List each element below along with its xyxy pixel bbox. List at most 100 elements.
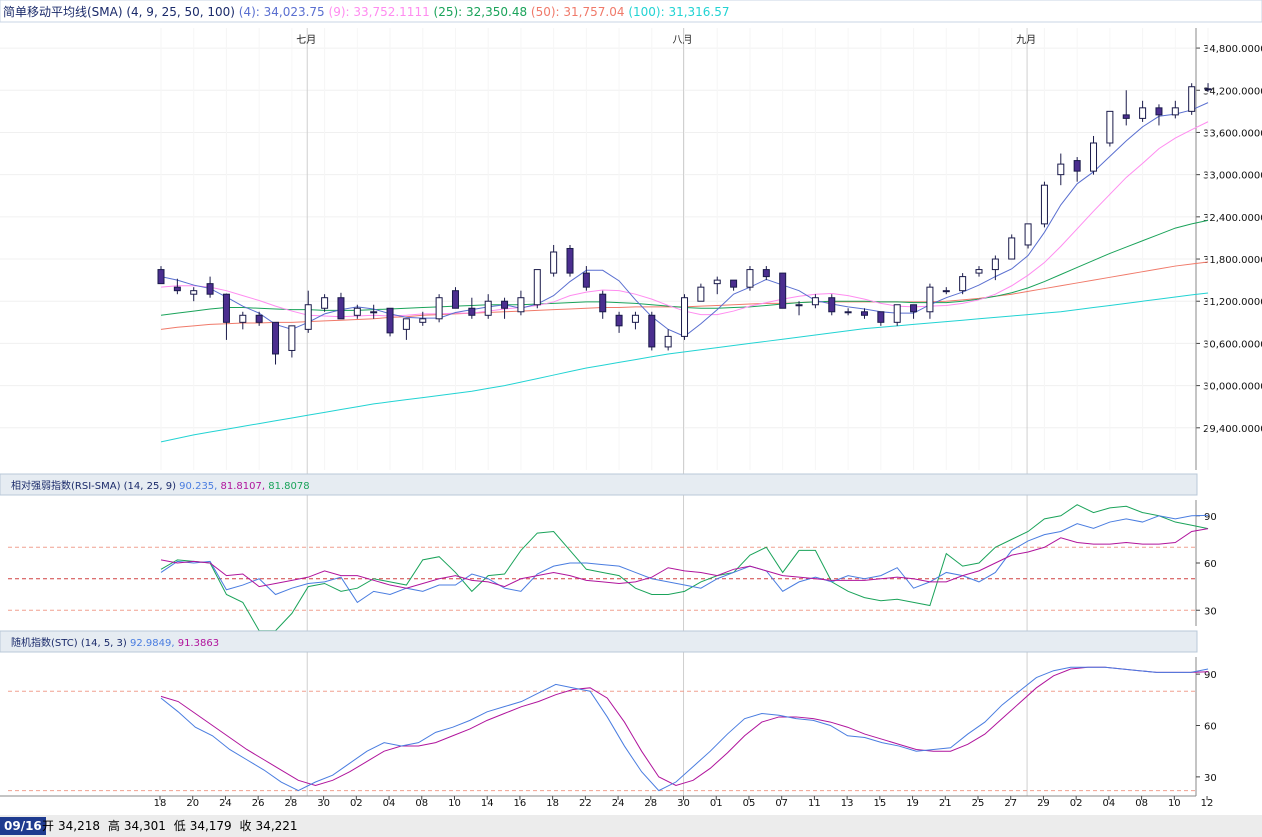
price-tick-label: 31,200.0000 <box>1203 297 1262 308</box>
status-open-label: 开 <box>42 819 55 833</box>
x-tick-label: 24 <box>612 798 625 809</box>
price-tick-label: 30,000.0000 <box>1203 382 1262 393</box>
candle-body <box>1090 142 1098 172</box>
candle-body <box>272 321 280 355</box>
rsi-tick-label: 90 <box>1204 512 1217 523</box>
candle-body <box>1171 107 1179 116</box>
stc-series-0-line <box>160 666 1209 792</box>
status-high-value: 34,301 <box>123 819 166 833</box>
candle-body <box>828 297 836 313</box>
candle-body <box>844 311 852 314</box>
candle-body <box>501 300 509 309</box>
candle-body <box>239 314 247 323</box>
x-tick-label: 01 <box>710 798 723 809</box>
x-tick-label: 10 <box>1168 798 1181 809</box>
x-tick-label: 05 <box>743 798 756 809</box>
x-tick-label: 28 <box>644 798 657 809</box>
candle-body <box>1139 107 1147 119</box>
x-tick-label: 22 <box>579 798 592 809</box>
candle-body <box>288 325 296 351</box>
x-tick-label: 08 <box>1135 798 1148 809</box>
month-label: 八月 <box>673 34 693 46</box>
rsi-title: 相对强弱指数(RSI-SMA) (14, 25, 9) <box>11 479 179 492</box>
status-bar: 09/16 开 34,218 高 34,301 低 34,179 收 34,221 <box>0 815 1262 837</box>
status-date: 09/16 <box>0 817 46 835</box>
x-tick-label: 02 <box>1070 798 1083 809</box>
price-tick-label: 33,600.0000 <box>1203 128 1262 139</box>
x-tick-label: 24 <box>219 798 232 809</box>
price-tick-label: 30,600.0000 <box>1203 339 1262 350</box>
x-tick-label: 18 <box>154 798 167 809</box>
x-tick-label: 07 <box>775 798 788 809</box>
candle-body <box>926 286 934 313</box>
x-tick-label: 19 <box>906 798 919 809</box>
x-tick-label: 21 <box>939 798 952 809</box>
candle-body <box>713 279 721 285</box>
status-ohlc: 开 34,218 高 34,301 低 34,179 收 34,221 <box>42 817 302 835</box>
rsi-value-2: 81.8078 <box>268 481 309 492</box>
candle-body <box>681 297 689 337</box>
x-tick-label: 25 <box>972 798 985 809</box>
status-high-label: 高 <box>107 819 120 833</box>
x-tick-label: 26 <box>252 798 265 809</box>
candle-body <box>190 290 198 295</box>
candle-body <box>631 314 639 323</box>
candle-body <box>811 297 819 306</box>
candle-body <box>370 311 378 314</box>
candle-body <box>648 314 656 348</box>
candle-body <box>877 311 885 323</box>
candle-body <box>991 258 999 271</box>
sma-legend-0: (4): 34,023.75 <box>239 5 329 19</box>
status-low-label: 低 <box>173 819 186 833</box>
month-label: 九月 <box>1016 34 1036 46</box>
x-tick-label: 12 <box>1201 798 1214 809</box>
candle-body <box>664 335 672 348</box>
candle-body <box>1155 107 1163 116</box>
candle-body <box>746 269 754 288</box>
candle-body <box>419 318 427 323</box>
x-tick-label: 15 <box>873 798 886 809</box>
rsi-series-0-line <box>160 514 1209 604</box>
candle-body <box>550 251 558 274</box>
candle-body <box>566 247 574 274</box>
candle-body <box>1040 184 1048 225</box>
candle-body <box>484 300 492 316</box>
candle-body <box>1122 114 1130 119</box>
sma-legend-3: (50): 31,757.04 <box>531 5 628 19</box>
candle-body <box>1024 223 1032 246</box>
rsi-series-2-line <box>160 504 1209 632</box>
stc-header-bar <box>0 630 1198 653</box>
sma-100-line <box>160 292 1209 443</box>
candle-body <box>615 314 623 327</box>
price-tick-label: 34,800.0000 <box>1203 44 1262 55</box>
candle-body <box>860 311 868 316</box>
price-tick-label: 32,400.0000 <box>1203 213 1262 224</box>
status-close-value: 34,221 <box>255 819 298 833</box>
candle-body <box>762 269 770 278</box>
rsi-tick-label: 30 <box>1204 606 1217 617</box>
stc-value-0: 92.9849, <box>130 638 178 649</box>
status-close-label: 收 <box>239 819 252 833</box>
x-tick-label: 16 <box>514 798 527 809</box>
x-tick-label: 28 <box>285 798 298 809</box>
x-tick-label: 08 <box>415 798 428 809</box>
candle-body <box>959 276 967 292</box>
candle-body <box>1008 237 1016 260</box>
candle-body <box>517 297 525 313</box>
candle-body <box>779 272 787 309</box>
x-tick-label: 10 <box>448 798 461 809</box>
x-tick-label: 20 <box>186 798 199 809</box>
price-tick-label: 33,000.0000 <box>1203 171 1262 182</box>
sma-legend-4: (100): 31,316.57 <box>628 5 729 19</box>
candle-body <box>533 269 541 306</box>
stc-tick-label: 90 <box>1204 670 1217 681</box>
candle-body <box>1204 88 1212 91</box>
x-tick-label: 04 <box>383 798 396 809</box>
candle-body <box>893 304 901 323</box>
x-tick-label: 13 <box>841 798 854 809</box>
rsi-series-1-line <box>160 528 1209 589</box>
x-tick-label: 04 <box>1103 798 1116 809</box>
candle-body <box>386 307 394 334</box>
candle-body <box>402 318 410 330</box>
